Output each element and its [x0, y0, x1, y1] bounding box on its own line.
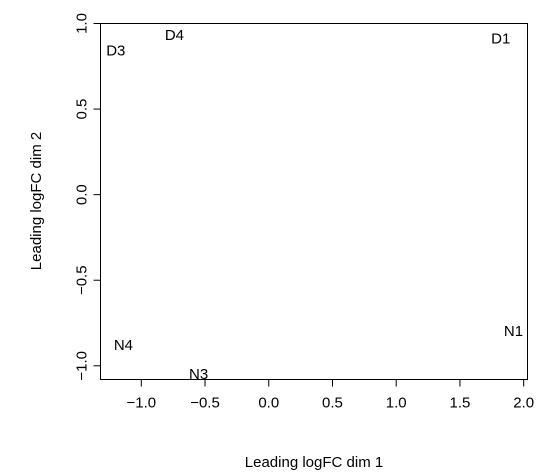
x-tick-label: 0.0	[258, 395, 279, 412]
point-labels: D1 D3 D4 N1 N3 N4	[106, 27, 523, 383]
y-tick-label: 1.0	[74, 13, 91, 34]
x-tick-label: 2.0	[513, 395, 534, 412]
y-axis-label: Leading logFC dim 2	[28, 132, 45, 270]
point-label-d4: D4	[165, 27, 184, 44]
point-label-n1: N1	[504, 323, 523, 340]
x-axis-label: Leading logFC dim 1	[245, 454, 383, 471]
x-tick-label: 1.0	[386, 395, 407, 412]
x-tick-label: 0.5	[322, 395, 343, 412]
point-label-n3: N3	[189, 366, 208, 383]
point-label-d3: D3	[106, 42, 125, 59]
x-tick-label: −1.0	[126, 395, 156, 412]
y-tick-label: 0.5	[74, 99, 91, 120]
y-tick-label: −0.5	[74, 265, 91, 295]
x-tick-label: −0.5	[190, 395, 220, 412]
y-tick-label: 0.0	[74, 184, 91, 205]
x-axis: −1.0 −0.5 0.0 0.5 1.0 1.5 2.0	[126, 379, 534, 412]
y-axis: −1.0 −0.5 0.0 0.5 1.0	[74, 13, 101, 381]
plot-frame	[100, 23, 528, 380]
y-tick-label: −1.0	[74, 351, 91, 381]
point-label-d1: D1	[491, 30, 510, 47]
x-tick-label: 1.5	[450, 395, 471, 412]
point-label-n4: N4	[114, 337, 133, 354]
